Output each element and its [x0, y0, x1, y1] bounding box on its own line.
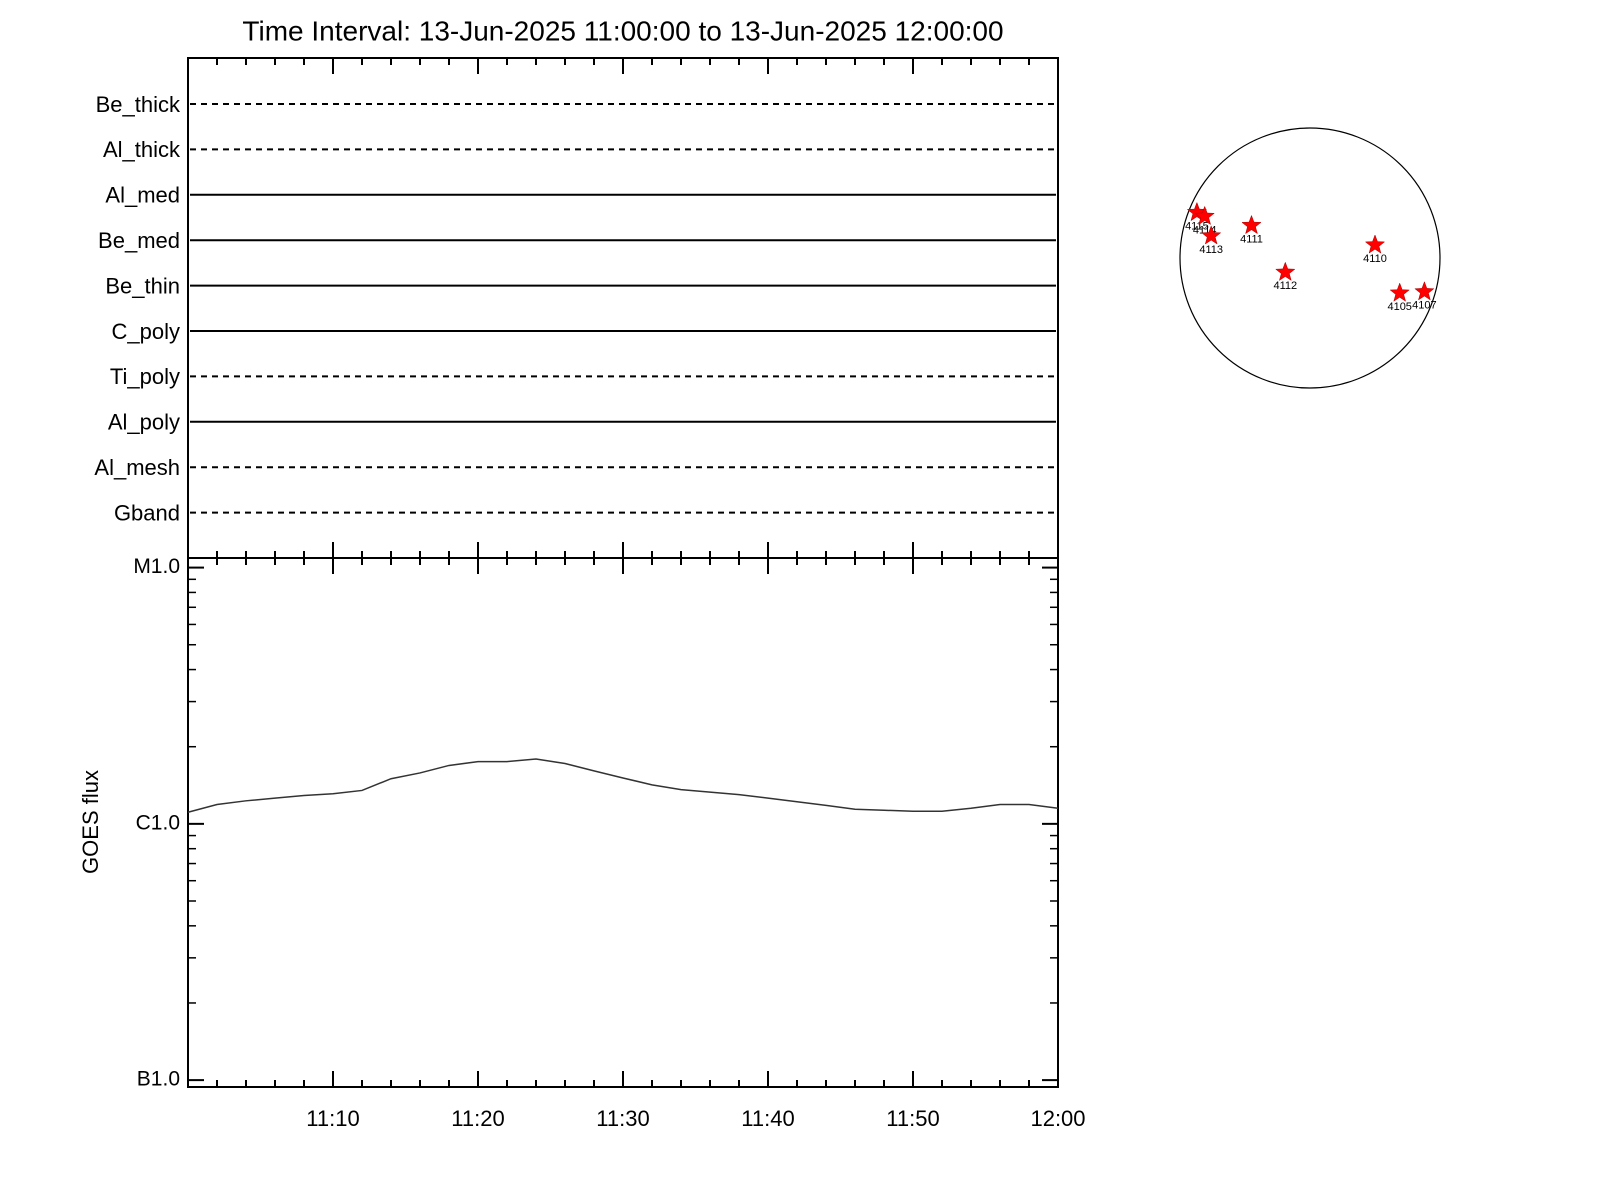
y-tick-label: C1.0: [136, 811, 180, 834]
active-region-label: 4107: [1412, 300, 1436, 312]
filter-label: Be_thick: [96, 92, 181, 117]
y-axis-label: GOES flux: [78, 770, 103, 874]
x-tick-label: 11:10: [306, 1106, 359, 1131]
y-tick-label: B1.0: [137, 1068, 180, 1091]
filter-label: Al_med: [105, 183, 180, 208]
active-region-label: 4111: [1240, 233, 1263, 245]
x-tick-label: 11:40: [741, 1106, 794, 1131]
active-region-marker: [1241, 214, 1262, 235]
active-region-marker: [1389, 282, 1410, 302]
active-region-marker: [1275, 261, 1296, 281]
filter-label: Be_med: [98, 228, 180, 253]
filter-label: Gband: [114, 500, 180, 525]
x-tick-label: 11:50: [886, 1106, 939, 1131]
filter-label: Al_thick: [103, 137, 181, 162]
active-region-label: 4115: [1185, 220, 1209, 232]
goes-flux-line: [187, 758, 1059, 813]
active-region-label: 4112: [1273, 280, 1297, 292]
active-region-marker: [1364, 234, 1386, 254]
filter-label: Al_mesh: [94, 455, 180, 480]
chart-title: Time Interval: 13-Jun-2025 11:00:00 to 1…: [242, 15, 1003, 46]
filter-label: C_poly: [112, 319, 180, 344]
active-region-marker: [1201, 225, 1222, 245]
active-region-label: 4105: [1387, 301, 1411, 313]
filter-label: Al_poly: [108, 410, 180, 435]
active-region-label: 4113: [1199, 244, 1223, 256]
solar-disk: [1179, 127, 1441, 389]
active-region-label: 4110: [1363, 253, 1387, 265]
x-tick-label: 11:20: [451, 1106, 504, 1131]
filter-label: Ti_poly: [110, 364, 180, 389]
x-tick-label: 11:30: [596, 1106, 649, 1131]
filter-label: Be_thin: [105, 273, 180, 298]
x-tick-label: 12:00: [1030, 1106, 1085, 1131]
active-region-marker: [1414, 281, 1435, 301]
active-region-marker: [1194, 205, 1215, 226]
y-tick-label: M1.0: [133, 555, 180, 578]
